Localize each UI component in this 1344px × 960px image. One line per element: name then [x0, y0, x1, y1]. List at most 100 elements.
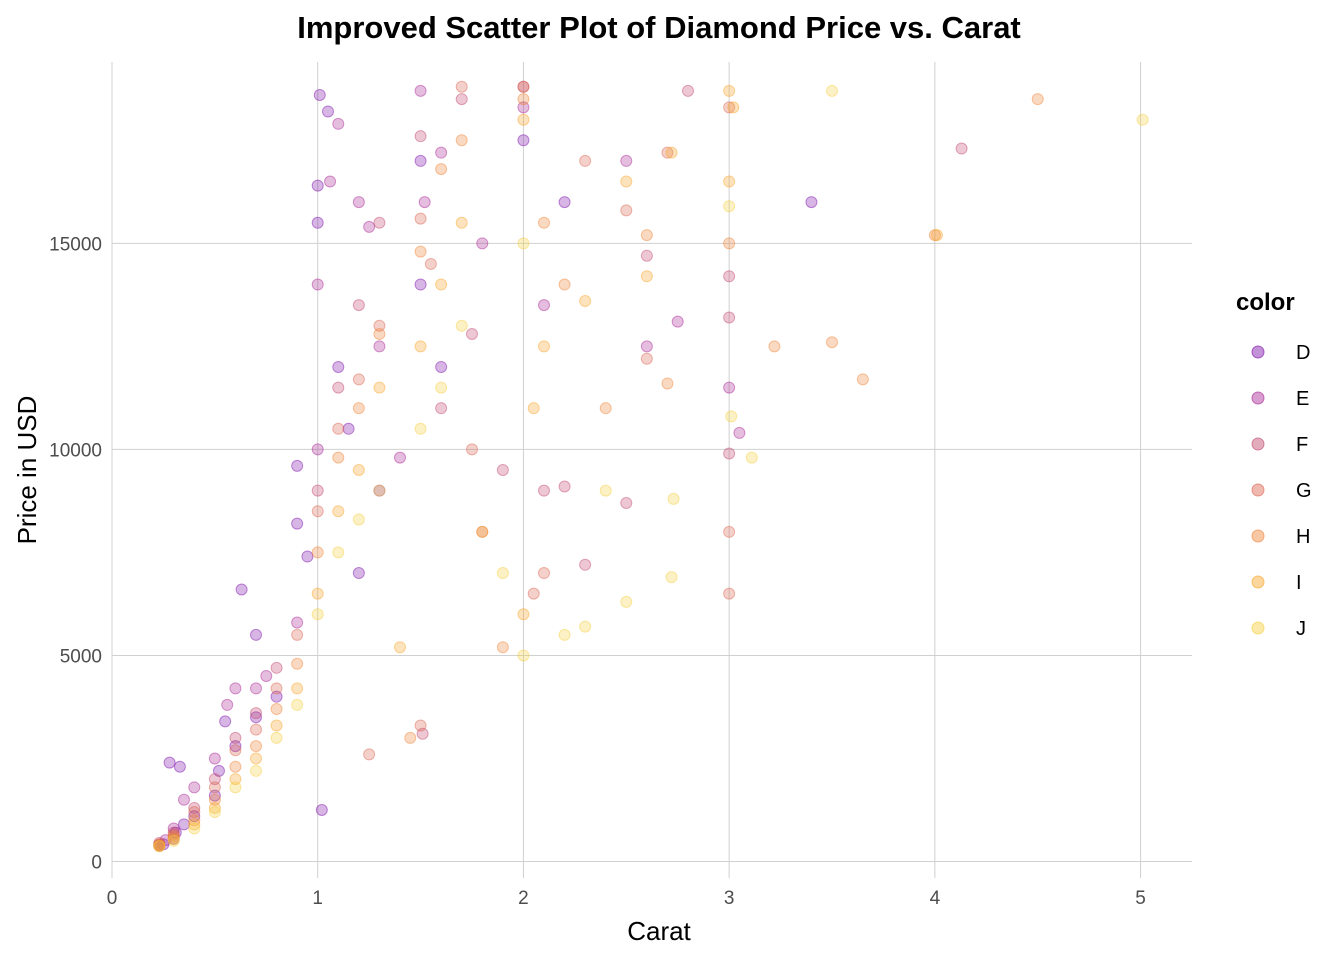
data-point-f — [414, 130, 427, 143]
data-point-d — [435, 360, 448, 373]
data-point-i — [476, 525, 489, 538]
data-point-f — [538, 484, 550, 497]
data-point-d — [301, 550, 314, 563]
data-point-d — [342, 422, 355, 435]
data-point-j — [517, 237, 530, 250]
data-point-f — [332, 381, 345, 394]
data-point-h — [208, 793, 221, 806]
data-point-g — [414, 719, 427, 732]
y-tick-label: 15000 — [49, 234, 102, 255]
data-point-i — [332, 505, 345, 518]
data-point-i — [665, 146, 678, 159]
data-point-j — [332, 546, 345, 559]
data-point-g — [517, 80, 530, 93]
data-point-d — [169, 826, 182, 839]
data-point-j — [725, 410, 738, 423]
data-point-e — [167, 822, 180, 835]
data-point-h — [1031, 93, 1044, 106]
data-point-i — [620, 175, 633, 188]
data-point-g — [661, 146, 674, 159]
data-point-g — [476, 525, 489, 538]
data-point-i — [579, 295, 592, 308]
data-point-e — [435, 146, 448, 159]
data-point-j — [414, 422, 427, 435]
data-point-d — [414, 154, 427, 167]
data-point-i — [640, 270, 653, 283]
legend-key — [1251, 621, 1265, 635]
legend: color D E F G H I J — [1236, 289, 1312, 640]
data-point-h — [599, 402, 612, 415]
data-point-e — [311, 443, 324, 456]
data-point-g — [723, 101, 736, 114]
legend-label: E — [1296, 388, 1309, 410]
data-point-f — [416, 727, 429, 740]
data-point-j — [620, 595, 633, 608]
y-tick-label: 5000 — [60, 646, 102, 667]
data-point-d — [332, 360, 345, 373]
legend-key — [1251, 391, 1265, 405]
data-point-d — [157, 838, 170, 851]
data-point-e — [153, 839, 166, 852]
data-point-d — [291, 517, 304, 530]
data-point-h — [928, 229, 941, 242]
legend-key — [1251, 437, 1265, 451]
y-tick-label: 10000 — [49, 440, 102, 461]
data-point-h — [455, 134, 468, 147]
data-point-f — [466, 328, 478, 340]
data-point-j — [188, 822, 201, 835]
legend-label: F — [1296, 434, 1308, 456]
data-point-e — [221, 698, 234, 711]
data-point-d — [219, 715, 232, 728]
data-point-d — [352, 567, 365, 580]
data-point-h — [661, 377, 674, 390]
data-point-d — [163, 756, 176, 769]
data-point-j — [153, 840, 166, 853]
data-point-f — [153, 836, 166, 849]
data-point-e — [178, 793, 190, 806]
x-tick-label: 0 — [107, 888, 118, 909]
data-point-d — [167, 832, 180, 845]
data-point-f — [229, 731, 242, 744]
data-point-j — [667, 492, 680, 505]
data-point-j — [311, 608, 324, 621]
data-point-i — [373, 381, 386, 394]
data-point-i — [538, 340, 550, 353]
data-point-h — [229, 760, 242, 773]
data-point-j — [723, 200, 736, 213]
data-point-d — [558, 196, 571, 209]
data-point-g — [153, 838, 166, 851]
legend-item-g: G — [1251, 480, 1312, 502]
data-point-h — [291, 657, 304, 670]
data-point-h — [538, 216, 550, 229]
data-point-g — [270, 682, 283, 695]
data-point-j — [208, 806, 221, 819]
legend-key — [1251, 483, 1265, 497]
data-point-d — [373, 484, 386, 497]
data-point-f — [311, 484, 324, 497]
data-point-g — [188, 806, 201, 819]
data-point-f — [208, 773, 221, 786]
legend-item-i: I — [1251, 572, 1302, 594]
data-point-d — [291, 459, 304, 472]
data-point-h — [311, 546, 324, 559]
data-point-i — [250, 752, 262, 765]
data-point-g — [455, 80, 468, 93]
data-point-i — [167, 832, 180, 845]
data-point-h — [558, 278, 571, 291]
data-point-e — [250, 682, 262, 695]
data-point-f — [723, 447, 736, 460]
data-point-g — [414, 212, 427, 225]
data-point-j — [373, 484, 386, 497]
y-axis-label: Price in USD — [12, 396, 42, 545]
data-point-j — [1136, 113, 1149, 126]
data-point-g — [424, 257, 437, 270]
data-point-d — [173, 760, 186, 773]
data-point-h — [373, 328, 386, 340]
legend-key — [1251, 529, 1265, 543]
data-point-j — [435, 381, 448, 394]
data-point-f — [167, 826, 180, 839]
x-tick-label: 1 — [312, 888, 323, 909]
data-point-d — [250, 711, 262, 724]
data-point-e — [363, 220, 376, 233]
